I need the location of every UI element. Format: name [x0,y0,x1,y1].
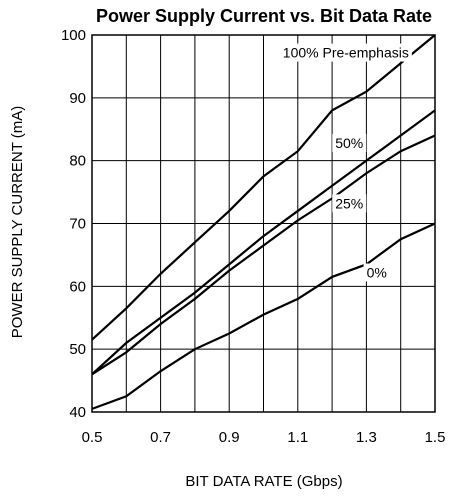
y-tick-labels: 40 50 60 70 80 90 100 [61,27,86,421]
x-tick-label: 1.5 [425,429,446,446]
x-tick-label: 1.3 [356,429,377,446]
plot-frame [91,34,436,413]
x-tick-label: 0.9 [219,429,240,446]
y-tick-label: 100 [61,27,86,44]
series-label: 100% Pre-emphasis [283,45,409,61]
y-tick-label: 90 [69,90,86,107]
series-lines [91,34,436,410]
series-line [91,109,436,376]
series-label-background [363,263,390,282]
series-label: 0% [367,265,387,281]
series-line [91,222,436,410]
x-tick-label: 0.5 [82,429,103,446]
y-tick-label: 50 [69,341,86,358]
series-label: 50% [335,135,363,151]
chart-title: Power Supply Current vs. Bit Data Rate [96,6,432,26]
x-tick-label: 1.1 [287,429,308,446]
x-tick-label: 0.7 [150,429,171,446]
grid [92,35,435,412]
y-tick-label: 80 [69,153,86,170]
series-line [91,34,436,341]
y-tick-label: 70 [69,216,86,233]
y-axis-label: POWER SUPPLY CURRENT (mA) [9,106,26,339]
x-tick-labels: 0.5 0.7 0.9 1.1 1.3 1.5 [82,429,446,446]
series-labels: 100% Pre-emphasis 50% 25% 0% [279,43,412,282]
series-line [91,134,436,376]
y-tick-label: 40 [69,404,86,421]
series-label-background [279,43,412,62]
series-label: 25% [335,195,363,211]
x-axis-label: BIT DATA RATE (Gbps) [185,473,342,490]
series-label-background [332,134,367,153]
y-tick-label: 60 [69,278,86,295]
series-label-background [332,194,367,213]
